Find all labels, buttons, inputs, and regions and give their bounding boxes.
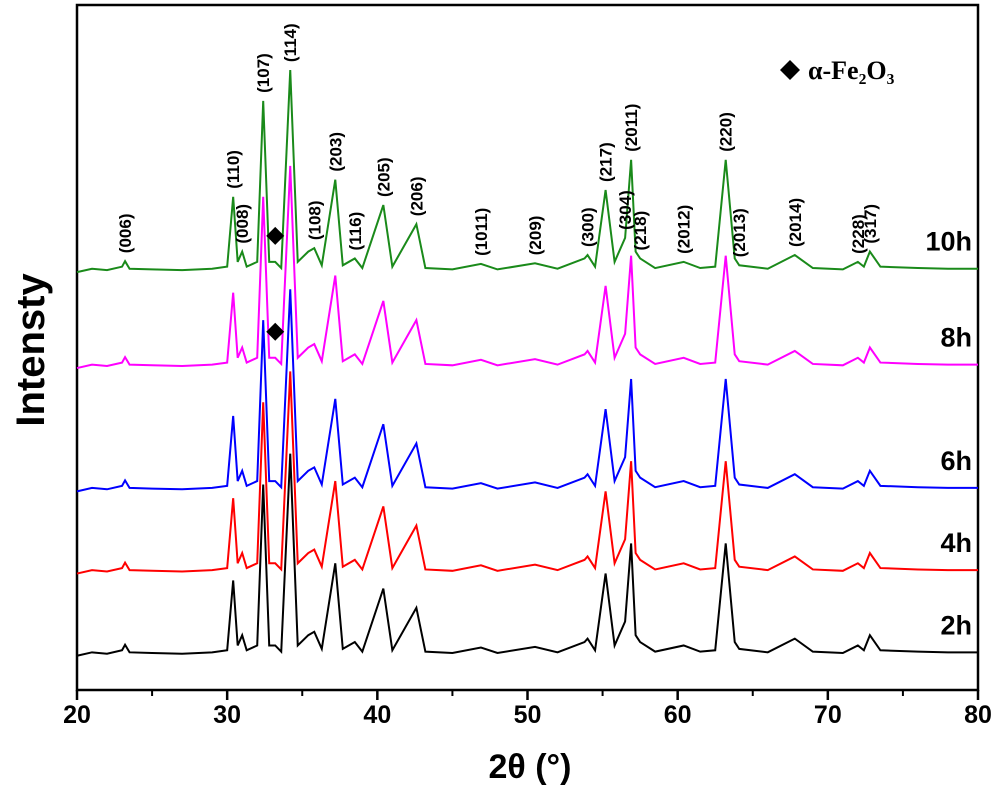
series-line: [76, 165, 978, 370]
peak-label: (300): [579, 207, 598, 247]
series-line: [76, 453, 978, 657]
peak-label: (107): [254, 53, 273, 93]
peak-label: (304): [616, 190, 635, 230]
legend-text: α-Fe₂O₃: [808, 56, 895, 85]
x-tick-label: 50: [514, 701, 542, 729]
peak-label: (206): [407, 177, 426, 217]
peak-label: (008): [233, 204, 252, 244]
peak-label: (217): [597, 142, 616, 182]
peak-label: (205): [374, 157, 393, 197]
peak-label: (1011): [472, 208, 491, 256]
series-label: 2h: [940, 610, 972, 640]
x-tick-label: 80: [964, 701, 992, 729]
x-tick-label: 20: [63, 701, 91, 729]
peak-label: (108): [305, 200, 324, 240]
peak-label: (209): [526, 216, 545, 256]
peak-label: (2012): [675, 205, 694, 254]
plot-frame: [75, 3, 980, 692]
peak-label: (220): [717, 112, 736, 152]
peak-label: (116): [346, 212, 365, 251]
series-label: 6h: [940, 446, 972, 476]
peak-label: (110): [224, 150, 243, 189]
x-axis-label: 2θ (°): [489, 748, 572, 786]
peak-label: (114): [281, 23, 300, 62]
x-tick-label: 40: [363, 701, 391, 729]
fe2o3-marker: [266, 322, 285, 341]
peak-label: (317): [861, 204, 880, 244]
x-tick-label: 70: [814, 701, 842, 729]
series-line: [76, 70, 978, 274]
series-label: 8h: [940, 323, 972, 353]
peak-label: (218): [631, 211, 650, 251]
fe2o3-marker: [266, 226, 285, 245]
peak-label: (2014): [786, 198, 805, 247]
y-axis-label: Intensty: [9, 273, 53, 427]
series-label: 10h: [925, 227, 972, 257]
series-line: [76, 371, 978, 575]
peak-label: (228): [849, 214, 868, 254]
series-line: [76, 289, 978, 493]
peak-label: (006): [116, 214, 135, 254]
peak-label: (2011): [622, 104, 641, 152]
legend-symbol: [780, 60, 800, 80]
x-tick-label: 30: [213, 701, 241, 729]
series-label: 4h: [940, 528, 972, 558]
peak-label: (203): [326, 132, 345, 172]
x-tick-label: 60: [664, 701, 692, 729]
peak-label: (2013): [730, 208, 749, 257]
